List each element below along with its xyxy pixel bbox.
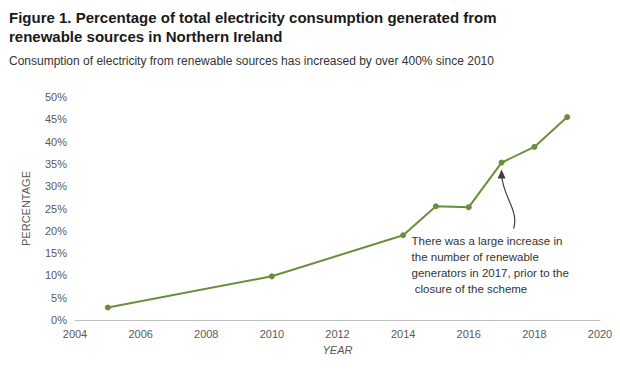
svg-text:2004: 2004 bbox=[63, 328, 87, 340]
svg-text:2018: 2018 bbox=[522, 328, 546, 340]
svg-text:closure of the scheme: closure of the scheme bbox=[412, 283, 528, 295]
svg-text:PERCENTAGE: PERCENTAGE bbox=[20, 171, 32, 246]
svg-text:2010: 2010 bbox=[260, 328, 284, 340]
svg-text:generators in 2017, prior to t: generators in 2017, prior to the bbox=[412, 267, 569, 279]
svg-text:the number of renewable: the number of renewable bbox=[412, 251, 542, 263]
svg-text:2008: 2008 bbox=[194, 328, 218, 340]
svg-text:2020: 2020 bbox=[588, 328, 612, 340]
svg-text:2014: 2014 bbox=[391, 328, 415, 340]
svg-text:20%: 20% bbox=[45, 225, 67, 237]
svg-text:0%: 0% bbox=[51, 314, 67, 326]
svg-text:renewable sources in Northern: renewable sources in Northern Ireland bbox=[9, 28, 282, 45]
svg-text:30%: 30% bbox=[45, 180, 67, 192]
svg-text:40%: 40% bbox=[45, 136, 67, 148]
svg-text:2012: 2012 bbox=[325, 328, 349, 340]
svg-text:15%: 15% bbox=[45, 247, 67, 259]
svg-text:5%: 5% bbox=[51, 292, 67, 304]
svg-text:45%: 45% bbox=[45, 113, 67, 125]
svg-text:2006: 2006 bbox=[128, 328, 152, 340]
svg-text:35%: 35% bbox=[45, 158, 67, 170]
svg-text:2016: 2016 bbox=[457, 328, 481, 340]
svg-text:YEAR: YEAR bbox=[323, 344, 353, 356]
svg-text:25%: 25% bbox=[45, 203, 67, 215]
svg-text:Consumption of electricity fro: Consumption of electricity from renewabl… bbox=[9, 54, 494, 68]
svg-text:10%: 10% bbox=[45, 269, 67, 281]
svg-text:Figure 1. Percentage of total: Figure 1. Percentage of total electricit… bbox=[9, 9, 501, 26]
svg-text:50%: 50% bbox=[45, 91, 67, 103]
svg-text:There was a large increase in: There was a large increase in bbox=[412, 235, 566, 247]
